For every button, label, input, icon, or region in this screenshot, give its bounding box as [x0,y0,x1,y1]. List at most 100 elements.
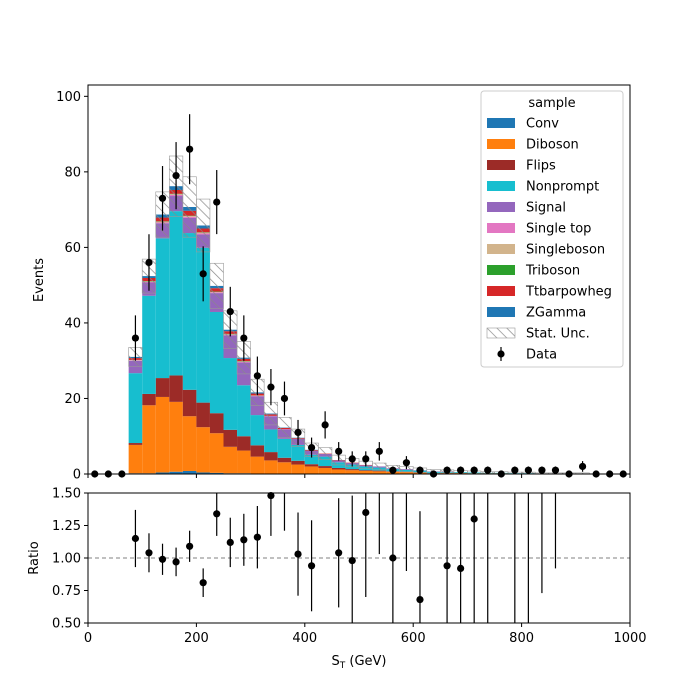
bar-diboson [209,433,224,473]
ratio-x-tick-label: 0 [84,631,92,646]
ratio-point [240,536,248,544]
bar-nonprompt [128,373,143,444]
legend-swatch-singleboson [487,244,515,254]
legend-marker-data [497,350,505,358]
data-point [457,466,465,474]
data-point [267,383,275,391]
bar-conv [155,472,170,474]
ratio-point [199,579,207,587]
ratio-point [457,564,465,573]
bar-diboson [345,470,359,474]
bar-flips [128,443,143,445]
bar-diboson [250,456,265,474]
bar-nonprompt [169,211,183,376]
legend-swatch-conv [487,118,515,128]
legend-swatch-single-top [487,223,515,233]
legend-swatch-signal [487,202,515,212]
ratio-point [389,554,397,562]
data-point [186,145,194,153]
bar-diboson [155,396,170,473]
bar-nonprompt [223,358,238,430]
bar-diboson [264,460,278,474]
data-point [348,455,356,463]
data-point [253,372,261,380]
data-point [511,466,519,474]
bar-nonprompt [182,233,197,390]
ratio-y-tick-label: 1.00 [52,552,81,567]
bar-conv [182,470,197,474]
main-plot-panel: 0 20 40 60 80 100 Events [32,84,631,483]
bar-flips [142,393,156,406]
stat-unc-bin [318,447,333,460]
legend-swatch-zgamma [487,307,515,317]
ratio-x-tick-label: 200 [184,631,209,646]
stat-unc-bin [182,176,197,238]
ratio-point [253,533,261,541]
bar-diboson [331,469,346,474]
bar-flips [237,436,251,451]
data-point [280,394,289,403]
ratio-point [145,549,153,557]
ratio-x-tick-label: 1000 [613,631,646,646]
bar-conv [196,472,210,474]
legend-label-flips: Flips [526,159,556,174]
ratio-y-tick-label: 0.75 [52,584,81,599]
ratio-point [267,492,275,500]
bar-diboson [169,401,183,472]
bar-conv [169,471,183,474]
legend-title: sample [528,96,575,111]
bar-flips [223,429,238,447]
bar-flips [155,378,170,397]
bar-diboson [318,467,332,474]
ratio-y-axis-ticks: 0.50 0.75 1.00 1.25 1.50 [52,487,88,632]
bar-nonprompt [250,415,265,446]
bar-flips [250,445,265,457]
y-tick-label: 100 [56,90,81,105]
legend-label-ttbarpowheg: Ttbarpowheg [525,285,612,300]
ratio-point [470,515,478,523]
legend-label-zgamma: ZGamma [526,306,586,321]
ratio-x-tick-label: 400 [292,631,317,646]
main-plot-frame [87,84,631,475]
legend-swatch-stat-unc [486,327,516,339]
bar-flips [277,457,292,463]
bar-flips [182,389,197,417]
ratio-x-axis-label: ST (GeV) [331,654,386,671]
bar-nonprompt [209,311,224,414]
stat-unc-bin [263,401,278,426]
bar-flips [291,460,305,465]
legend-label-diboson: Diboson [526,138,579,153]
data-point [362,455,370,463]
y-tick-label: 0 [73,468,81,483]
data-point [443,466,451,474]
legend-label-single-top: Single top [526,222,591,237]
ratio-point [348,557,356,565]
legend-label-signal: Signal [526,201,566,216]
bar-nonprompt [291,444,305,461]
data-point [375,447,383,455]
ratio-x-axis-ticks: 0 200 400 600 800 1000 [84,623,647,646]
legend-swatch-ttbarpowheg [487,286,515,296]
data-point [335,447,343,455]
ratio-point [307,562,316,570]
main-x-axis-ticks [87,474,631,478]
legend-label-stat-unc: Stat. Unc. [526,327,590,342]
stat-unc-bin [209,262,224,309]
bar-diboson [372,471,387,474]
legend-label-data: Data [526,348,557,363]
bar-flips [318,466,332,468]
main-y-axis-label: Events [32,258,47,302]
bar-diboson [277,462,292,474]
ratio-point [158,555,167,563]
ratio-point [186,542,194,550]
bar-diboson [128,444,143,474]
data-point [307,443,316,452]
bar-diboson [291,464,305,474]
bar-flips [209,413,224,434]
data-point [321,421,329,429]
y-tick-label: 60 [64,241,81,256]
data-point [213,198,221,206]
bar-nonprompt [142,295,156,394]
data-point [470,466,478,474]
